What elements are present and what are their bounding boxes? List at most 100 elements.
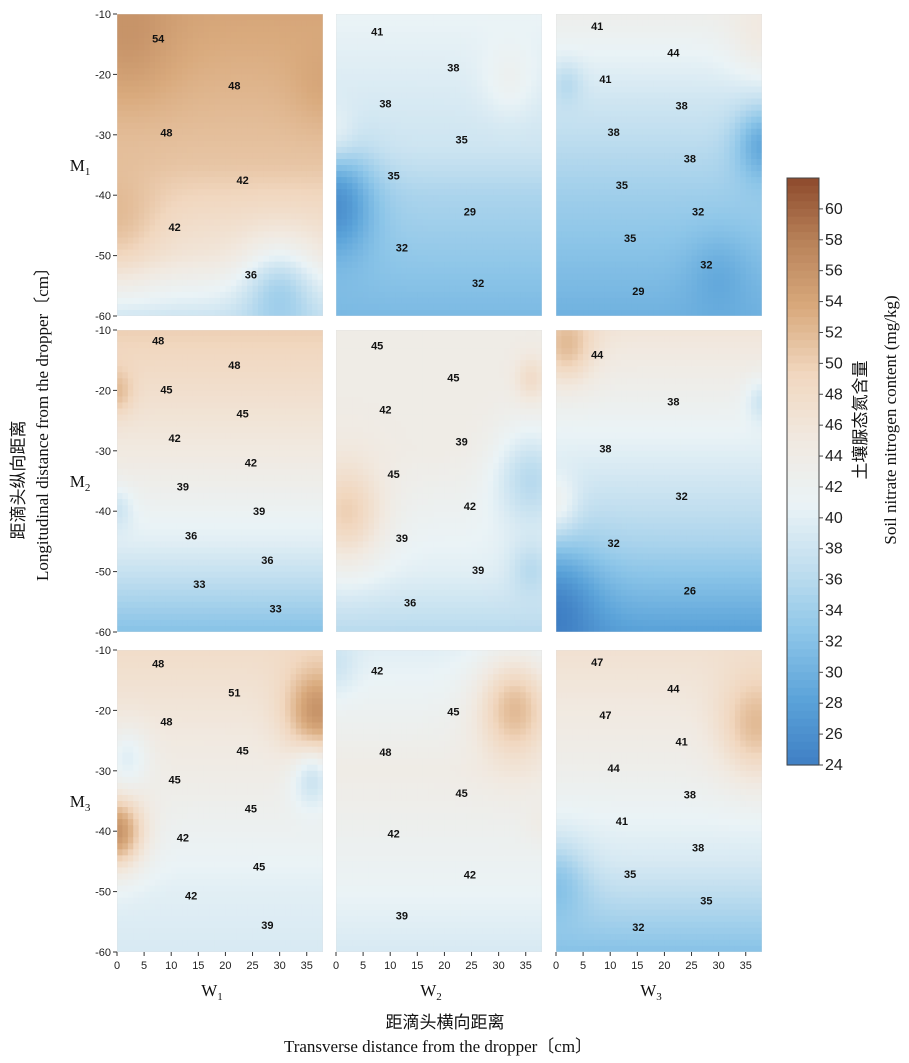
contour-cell	[384, 146, 391, 154]
contour-cell	[274, 20, 281, 27]
contour-cell	[626, 189, 633, 196]
contour-cell	[306, 86, 313, 94]
contour-cell	[648, 285, 655, 293]
contour-cell	[422, 171, 429, 178]
contour-cell	[341, 279, 348, 287]
contour-cell	[220, 20, 227, 27]
contour-cell	[290, 44, 297, 51]
contour-cell	[566, 110, 573, 118]
contour-cell	[531, 50, 538, 57]
contour-cell	[648, 152, 655, 160]
contour-cell	[279, 116, 286, 124]
contour-cell	[127, 62, 134, 69]
contour-cell	[341, 68, 348, 75]
contour-cell	[192, 201, 199, 208]
contour-cell	[593, 158, 600, 166]
contour-cell	[138, 80, 145, 88]
contour-cell	[509, 231, 516, 239]
contour-cell	[209, 279, 216, 287]
contour-cell	[127, 165, 134, 172]
contour-cell	[604, 56, 611, 63]
contour-cell	[336, 86, 343, 94]
contour-cell	[466, 140, 473, 148]
contour-cell	[583, 140, 590, 148]
contour-cell	[653, 62, 660, 69]
contour-cell	[653, 183, 660, 190]
contour-cell	[214, 285, 221, 293]
contour-cell	[171, 273, 178, 281]
contour-cell	[536, 261, 542, 269]
contour-cell	[406, 44, 413, 51]
contour-cell	[306, 285, 313, 293]
contour-cell	[379, 213, 386, 220]
contour-cell	[577, 249, 584, 257]
contour-cell	[664, 152, 671, 160]
contour-cell	[604, 201, 611, 208]
contour-cell	[566, 92, 573, 100]
contour-cell	[621, 309, 628, 316]
contour-cell	[493, 291, 500, 299]
contour-cell	[214, 189, 221, 196]
contour-cell	[422, 165, 429, 172]
contour-cell	[520, 38, 527, 45]
contour-cell	[631, 243, 638, 251]
contour-cell	[279, 285, 286, 293]
contour-cell	[352, 231, 359, 239]
contour-cell	[449, 128, 456, 136]
contour-label: 35	[456, 134, 468, 146]
contour-cell	[127, 26, 134, 33]
contour-cell	[209, 201, 216, 208]
contour-cell	[653, 80, 660, 88]
contour-cell	[417, 237, 424, 245]
contour-cell	[241, 165, 248, 172]
contour-cell	[368, 183, 375, 190]
contour-cell	[449, 171, 456, 178]
contour-cell	[138, 225, 145, 233]
contour-cell	[487, 92, 494, 100]
contour-cell	[214, 68, 221, 75]
contour-cell	[455, 128, 462, 136]
contour-cell	[363, 201, 370, 208]
contour-cell	[401, 303, 408, 311]
contour-cell	[192, 291, 199, 299]
contour-cell	[417, 309, 424, 316]
contour-cell	[455, 171, 462, 178]
contour-cell	[476, 201, 483, 208]
contour-cell	[593, 249, 600, 257]
contour-cell	[493, 309, 500, 316]
contour-cell	[509, 303, 516, 311]
contour-cell	[214, 134, 221, 142]
contour-cell	[149, 152, 156, 160]
contour-cell	[176, 189, 183, 196]
contour-cell	[357, 297, 364, 305]
contour-cell	[531, 291, 538, 299]
contour-cell	[171, 104, 178, 112]
contour-cell	[187, 74, 194, 82]
contour-cell	[428, 195, 435, 202]
contour-cell	[659, 134, 666, 142]
contour-cell	[583, 80, 590, 88]
contour-cell	[664, 56, 671, 63]
contour-cell	[428, 134, 435, 142]
contour-cell	[648, 261, 655, 269]
contour-cell	[363, 183, 370, 190]
contour-cell	[220, 92, 227, 100]
contour-cell	[525, 291, 532, 299]
contour-cell	[487, 110, 494, 118]
contour-cell	[144, 116, 151, 124]
contour-cell	[466, 183, 473, 190]
contour-cell	[209, 134, 216, 142]
contour-cell	[406, 231, 413, 239]
contour-cell	[230, 303, 237, 311]
contour-cell	[525, 68, 532, 75]
contour-cell	[279, 207, 286, 214]
contour-cell	[561, 146, 568, 154]
contour-cell	[444, 74, 451, 82]
contour-cell	[476, 122, 483, 130]
contour-cell	[295, 92, 302, 100]
contour-cell	[268, 128, 275, 136]
contour-cell	[192, 171, 199, 178]
contour-cell	[395, 195, 402, 202]
contour-cell	[279, 50, 286, 57]
contour-cell	[165, 201, 172, 208]
